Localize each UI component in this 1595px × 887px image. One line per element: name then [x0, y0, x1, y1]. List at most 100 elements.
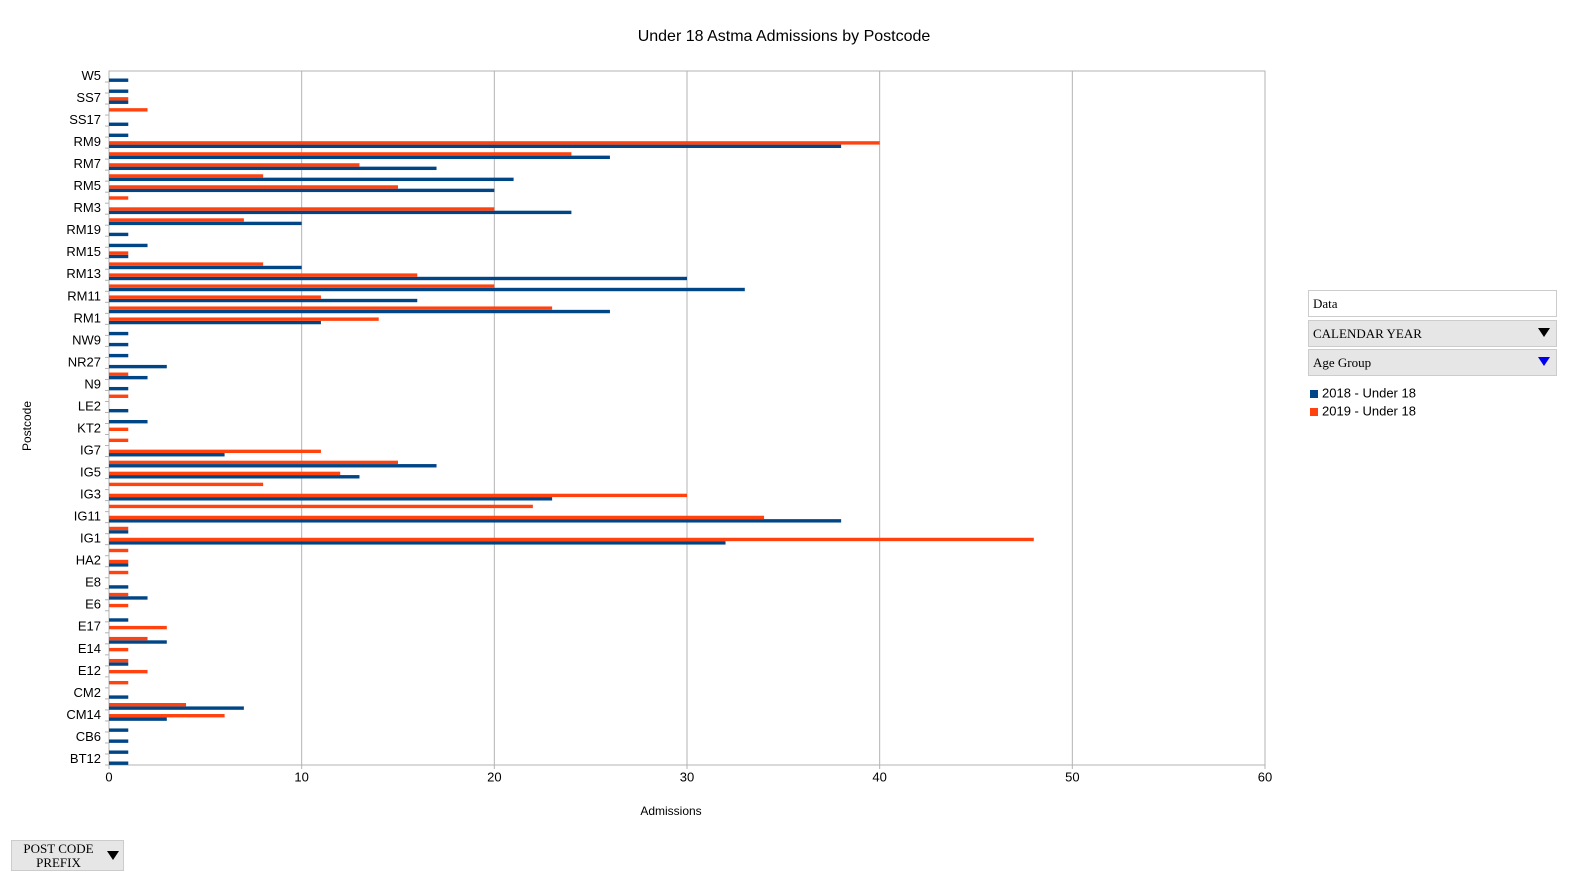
y-tick-label: IG3 — [80, 487, 101, 502]
field-label: CALENDAR YEAR — [1313, 326, 1422, 341]
bar — [109, 89, 129, 93]
data-field: Data — [1308, 290, 1557, 317]
bar — [109, 592, 129, 597]
bar — [109, 647, 129, 652]
y-tick-label: CB6 — [76, 729, 101, 744]
bar — [109, 537, 1034, 542]
y-tick-label: RM3 — [74, 200, 101, 215]
bar — [109, 317, 379, 321]
bar — [109, 497, 553, 501]
y-tick-label: W5 — [82, 68, 102, 83]
bar — [109, 122, 129, 126]
bar — [109, 695, 129, 699]
bar — [109, 526, 129, 531]
y-tick-label: IG7 — [80, 442, 101, 457]
bar — [109, 636, 148, 641]
y-tick-label: CM2 — [74, 685, 101, 700]
bar — [109, 364, 167, 369]
bar — [109, 251, 129, 255]
legend-label: 2019 - Under 18 — [1322, 403, 1416, 418]
bar — [109, 287, 745, 292]
bar — [109, 108, 148, 112]
y-tick-label: E12 — [78, 663, 101, 678]
bar — [109, 596, 148, 600]
bar — [109, 585, 129, 589]
bar — [109, 658, 129, 663]
bar — [109, 372, 129, 376]
bar — [109, 618, 129, 622]
bar — [109, 471, 341, 476]
bar — [109, 408, 129, 413]
bar — [109, 493, 687, 498]
y-tick-label: RM13 — [66, 266, 101, 281]
bar — [109, 320, 321, 325]
bar — [109, 273, 418, 277]
y-tick-label: RM9 — [74, 134, 101, 149]
dropdown-arrow — [1538, 357, 1550, 366]
y-tick-label: HA2 — [76, 553, 101, 568]
bar — [109, 254, 129, 259]
bar — [109, 298, 418, 303]
y-tick-label: RM11 — [67, 288, 101, 303]
y-tick-label: RM15 — [66, 244, 101, 259]
column-field-button[interactable]: Age Group — [1308, 349, 1557, 376]
bar — [109, 739, 129, 743]
bar — [109, 207, 495, 211]
bar — [109, 475, 360, 479]
bar — [109, 196, 129, 200]
bar — [109, 375, 148, 380]
bar — [109, 559, 129, 564]
y-tick-label: NR27 — [68, 354, 101, 369]
bar — [109, 232, 129, 237]
bar — [109, 603, 129, 608]
y-tick-label: E14 — [78, 641, 101, 656]
bar — [109, 353, 129, 358]
bar — [109, 427, 129, 432]
bar — [109, 482, 264, 487]
bar — [109, 295, 321, 299]
bar — [109, 662, 129, 666]
bar — [109, 453, 225, 457]
y-tick-label: E6 — [85, 597, 101, 612]
dropdown-arrow — [107, 851, 119, 860]
bar — [109, 504, 533, 509]
bar — [109, 221, 302, 226]
column-field-button[interactable]: CALENDAR YEAR — [1308, 320, 1557, 347]
bar — [109, 386, 129, 391]
bar — [109, 174, 264, 178]
y-tick-label: SS17 — [69, 112, 101, 127]
bar — [109, 78, 129, 82]
bar — [109, 188, 495, 193]
bar — [109, 177, 514, 182]
row-field-button[interactable]: POST CODE PREFIX — [11, 840, 124, 871]
field-label: POST CODE PREFIX — [23, 841, 94, 870]
y-tick-label: IG1 — [80, 531, 101, 546]
bar — [109, 100, 129, 104]
bar — [109, 163, 360, 167]
legend-swatch — [1310, 390, 1318, 398]
bar — [109, 750, 129, 754]
y-tick-label: RM19 — [66, 222, 101, 237]
bar — [109, 680, 129, 685]
bar — [109, 570, 129, 575]
dropdown-arrow — [1538, 328, 1550, 337]
y-axis-label: Postcode — [20, 401, 34, 451]
bar — [109, 640, 167, 644]
y-tick-label: E8 — [85, 575, 101, 590]
bar — [109, 342, 129, 347]
y-tick-label: LE2 — [78, 398, 101, 413]
bar — [109, 728, 129, 732]
bar — [109, 243, 148, 248]
bar — [109, 166, 437, 171]
bar — [109, 519, 842, 523]
x-tick-label: 10 — [294, 769, 308, 784]
bar — [109, 306, 553, 310]
y-tick-label: RM1 — [74, 310, 101, 325]
bar — [109, 210, 572, 215]
chart-title: Under 18 Astma Admissions by Postcode — [638, 28, 931, 45]
bar — [109, 97, 129, 101]
x-axis-label: Admissions — [640, 804, 701, 818]
y-tick-label: SS7 — [76, 90, 101, 105]
bar — [109, 706, 244, 710]
